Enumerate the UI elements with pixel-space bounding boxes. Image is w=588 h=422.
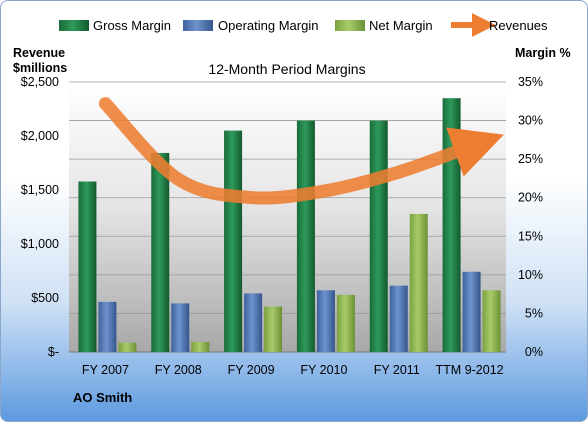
- bars: [78, 98, 501, 352]
- bar-operating-margin-0: [98, 301, 117, 352]
- x-tick-label-5: TTM 9-2012: [436, 363, 504, 377]
- plot-area: [69, 82, 506, 352]
- bar-net-margin-1: [191, 341, 210, 352]
- right-tick-label-7: 35%: [518, 75, 543, 89]
- bar-operating-margin-5: [462, 271, 481, 352]
- company-name: AO Smith: [73, 390, 132, 405]
- legend-label-revenues: Revenues: [489, 18, 548, 33]
- legend-item-revenues: Revenues: [451, 13, 548, 37]
- right-tick-label-6: 30%: [518, 114, 543, 128]
- legend-label-gross-margin: Gross Margin: [93, 18, 171, 33]
- right-tick-label-4: 20%: [518, 191, 543, 205]
- right-tick-label-1: 5%: [525, 306, 543, 320]
- bar-gross-margin-4: [369, 120, 388, 352]
- right-tick-label-0: 0%: [525, 345, 543, 359]
- left-axis-ticks: $- $500 $1,000 $1,500 $2,000 $2,500: [21, 75, 59, 359]
- bar-operating-margin-2: [244, 293, 263, 352]
- left-tick-label-5: $2,500: [21, 75, 59, 89]
- x-tick-label-3: FY 2010: [300, 363, 347, 377]
- legend-swatch-gross-margin: [59, 20, 89, 31]
- revenue-line: [98, 97, 504, 205]
- bar-gross-margin-3: [296, 120, 315, 352]
- bar-operating-margin-1: [171, 303, 190, 352]
- legend-label-operating-margin: Operating Margin: [218, 18, 318, 33]
- bar-net-margin-3: [336, 294, 355, 352]
- legend-swatch-operating-margin: [183, 20, 213, 31]
- bar-gross-margin-1: [151, 152, 170, 352]
- right-tick-label-3: 15%: [518, 229, 543, 243]
- x-tick-label-2: FY 2009: [228, 363, 275, 377]
- legend-item-gross-margin: Gross Margin: [59, 18, 171, 33]
- legend: Gross Margin Operating Margin Net Margin…: [59, 13, 548, 37]
- bar-operating-margin-4: [389, 285, 408, 352]
- x-tick-label-0: FY 2007: [82, 363, 129, 377]
- left-axis-title-line2: $millions: [13, 61, 67, 75]
- chart-title: 12-Month Period Margins: [208, 61, 365, 77]
- right-tick-label-2: 10%: [518, 268, 543, 282]
- x-tick-label-1: FY 2008: [155, 363, 202, 377]
- right-tick-label-5: 25%: [518, 152, 543, 166]
- right-axis-title: Margin %: [515, 46, 571, 60]
- bar-gross-margin-0: [78, 181, 97, 352]
- legend-item-operating-margin: Operating Margin: [183, 18, 318, 33]
- legend-label-net-margin: Net Margin: [369, 18, 433, 33]
- bar-net-margin-2: [264, 306, 283, 352]
- bar-gross-margin-5: [442, 98, 461, 352]
- bar-net-margin-4: [409, 213, 428, 352]
- left-tick-label-0: $-: [48, 345, 59, 359]
- bar-net-margin-0: [118, 342, 137, 352]
- legend-swatch-net-margin: [335, 20, 365, 31]
- x-axis-ticks: FY 2007 FY 2008 FY 2009 FY 2010 FY 2011 TTM 9…: [82, 363, 504, 377]
- bar-operating-margin-3: [316, 290, 335, 352]
- x-tick-label-4: FY 2011: [374, 363, 420, 377]
- right-axis-ticks: 0% 5% 10% 15% 20% 25% 30% 35%: [518, 75, 543, 359]
- revenue-curve: [98, 97, 504, 205]
- bar-net-margin-5: [482, 290, 501, 352]
- left-tick-label-1: $500: [31, 291, 59, 305]
- left-tick-label-4: $2,000: [21, 129, 59, 143]
- legend-item-net-margin: Net Margin: [335, 18, 433, 33]
- left-tick-label-3: $1,500: [21, 183, 59, 197]
- left-axis-title-line1: Revenue: [13, 46, 65, 60]
- bar-gross-margin-2: [224, 130, 243, 352]
- left-tick-label-2: $1,000: [21, 237, 59, 251]
